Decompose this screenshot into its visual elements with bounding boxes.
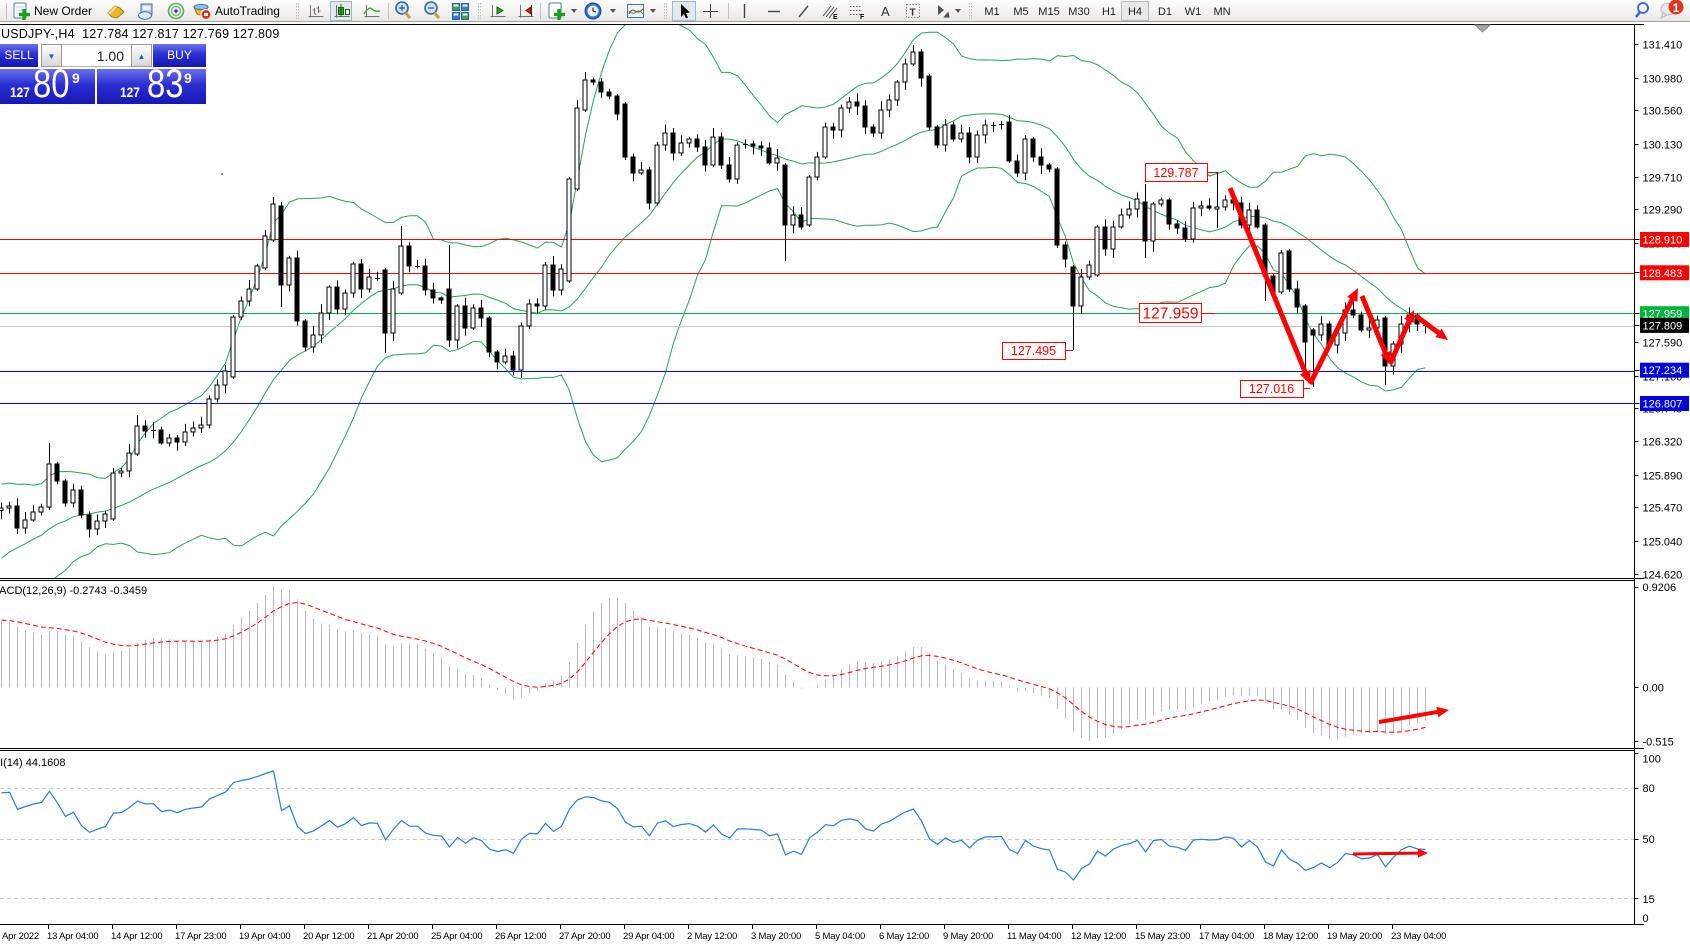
svg-text:1: 1: [1673, 1, 1680, 15]
svg-text:20 Apr 12:00: 20 Apr 12:00: [303, 931, 354, 942]
svg-text:MN: MN: [1213, 6, 1230, 18]
svg-text:127.959: 127.959: [1643, 309, 1683, 321]
svg-text:E: E: [833, 14, 838, 21]
svg-text:AutoTrading: AutoTrading: [215, 4, 280, 18]
svg-text:27 Apr 20:00: 27 Apr 20:00: [559, 931, 610, 942]
svg-text:A: A: [881, 4, 890, 19]
svg-text:127.495: 127.495: [1011, 344, 1056, 358]
svg-text:127.590: 127.590: [1643, 338, 1683, 350]
svg-text:100: 100: [1643, 754, 1661, 766]
svg-text:17 Apr 23:00: 17 Apr 23:00: [175, 931, 226, 942]
svg-text:23 May 04:00: 23 May 04:00: [1391, 931, 1446, 942]
svg-text:D1: D1: [1158, 6, 1172, 18]
svg-text:80: 80: [1643, 783, 1655, 795]
svg-text:50: 50: [1643, 834, 1655, 846]
svg-text:124.620: 124.620: [1643, 570, 1683, 582]
svg-text:125.470: 125.470: [1643, 503, 1683, 515]
svg-text:W1: W1: [1185, 6, 1202, 18]
svg-text:0.00: 0.00: [1643, 683, 1664, 695]
svg-text:19 Apr 04:00: 19 Apr 04:00: [239, 931, 290, 942]
svg-text:5 May 04:00: 5 May 04:00: [815, 931, 865, 942]
svg-text:25 Apr 04:00: 25 Apr 04:00: [431, 931, 482, 942]
svg-text:130.980: 130.980: [1643, 74, 1683, 86]
svg-text:RSI(14) 44.1608: RSI(14) 44.1608: [0, 757, 66, 769]
svg-text:18 May 12:00: 18 May 12:00: [1263, 931, 1318, 942]
svg-text:F: F: [860, 14, 865, 21]
svg-text:2 May 12:00: 2 May 12:00: [687, 931, 737, 942]
svg-text:127.809: 127.809: [1643, 320, 1683, 332]
svg-text:M5: M5: [1013, 6, 1028, 18]
svg-text:130.130: 130.130: [1643, 140, 1683, 152]
svg-text:9 May 20:00: 9 May 20:00: [943, 931, 993, 942]
svg-text:29 Apr 04:00: 29 Apr 04:00: [623, 931, 674, 942]
svg-text:128.483: 128.483: [1643, 268, 1683, 280]
svg-text:0: 0: [1643, 913, 1649, 925]
svg-text:130.560: 130.560: [1643, 106, 1683, 118]
svg-text:17 May 04:00: 17 May 04:00: [1199, 931, 1254, 942]
svg-text:129.710: 129.710: [1643, 173, 1683, 185]
svg-text:129.290: 129.290: [1643, 205, 1683, 217]
svg-text:127.234: 127.234: [1643, 365, 1683, 377]
svg-text:126.320: 126.320: [1643, 437, 1683, 449]
svg-text:0.9206: 0.9206: [1643, 582, 1677, 594]
svg-text:125.890: 125.890: [1643, 471, 1683, 483]
svg-text:H1: H1: [1102, 6, 1116, 18]
svg-text:3 May 20:00: 3 May 20:00: [751, 931, 801, 942]
svg-text:MACD(12,26,9) -0.2743 -0.3459: MACD(12,26,9) -0.2743 -0.3459: [0, 585, 147, 597]
svg-text:127.959: 127.959: [1142, 306, 1198, 323]
svg-text:6 May 12:00: 6 May 12:00: [879, 931, 929, 942]
svg-text:14 Apr 12:00: 14 Apr 12:00: [111, 931, 162, 942]
svg-text:13 Apr 04:00: 13 Apr 04:00: [47, 931, 98, 942]
svg-text:M30: M30: [1068, 6, 1089, 18]
svg-text:11 May 04:00: 11 May 04:00: [1007, 931, 1061, 942]
svg-text:19 May 20:00: 19 May 20:00: [1327, 931, 1382, 942]
svg-text:Apr 2022: Apr 2022: [2, 931, 39, 942]
svg-text:M1: M1: [984, 6, 999, 18]
svg-text:131.410: 131.410: [1643, 40, 1683, 52]
svg-text:H4: H4: [1128, 6, 1142, 18]
svg-text:127.016: 127.016: [1249, 382, 1294, 396]
svg-text:126.807: 126.807: [1643, 399, 1683, 411]
svg-text:21 Apr 20:00: 21 Apr 20:00: [367, 931, 418, 942]
svg-text:New Order: New Order: [34, 4, 92, 18]
svg-text:15 May 23:00: 15 May 23:00: [1135, 931, 1190, 942]
svg-text:26 Apr 12:00: 26 Apr 12:00: [495, 931, 546, 942]
svg-text:M15: M15: [1038, 6, 1059, 18]
svg-text:128.910: 128.910: [1643, 235, 1683, 247]
svg-text:12 May 12:00: 12 May 12:00: [1071, 931, 1126, 942]
svg-text:-0.515: -0.515: [1643, 737, 1674, 749]
svg-text:T: T: [910, 8, 916, 19]
svg-text:15: 15: [1643, 894, 1655, 906]
svg-text:129.787: 129.787: [1153, 166, 1198, 180]
svg-text:125.040: 125.040: [1643, 537, 1683, 549]
